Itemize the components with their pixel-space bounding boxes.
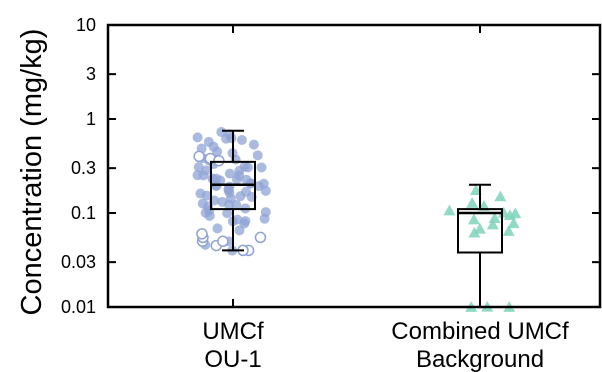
data-point-detected	[212, 223, 223, 234]
x-category-label: Combined UMCf	[391, 318, 569, 345]
data-point-triangle	[488, 212, 501, 223]
data-point-triangle	[473, 222, 486, 234]
iqr-box	[457, 208, 503, 254]
data-point-detected	[232, 214, 243, 225]
data-point-nondetect	[213, 154, 225, 167]
data-point-triangle	[443, 204, 456, 216]
y-tick-label: 3	[86, 64, 96, 84]
y-axis-ticks: 0.01 0.03 0.1 0.3 1 3 10	[61, 15, 600, 317]
x-category-label: Background	[416, 346, 544, 372]
data-point-detected	[241, 186, 252, 197]
data-point-detected	[222, 208, 233, 219]
data-point-detected	[211, 173, 222, 184]
data-point-detected	[195, 188, 206, 199]
data-point-nondetect	[217, 235, 229, 248]
data-point-detected	[239, 161, 250, 172]
data-point-detected	[192, 132, 203, 143]
data-point-triangle	[502, 225, 515, 236]
y-axis-title: Concentration (mg/kg)	[16, 29, 48, 316]
data-point-triangle	[507, 217, 520, 229]
x-category-label: OU-1	[204, 346, 261, 372]
data-point-triangle	[468, 226, 481, 238]
data-point-detected	[248, 139, 259, 150]
data-point-detected	[193, 162, 204, 173]
data-point-triangle	[497, 206, 510, 218]
data-point-detected	[197, 198, 208, 209]
data-point-nondetect	[193, 150, 205, 163]
x-category-label: UMCf	[202, 318, 264, 345]
data-point-detected	[231, 200, 242, 211]
y-tick-label: 0.03	[61, 252, 96, 272]
data-point-detected	[216, 127, 227, 138]
data-point-detected	[203, 136, 214, 147]
data-point-triangle	[466, 197, 479, 208]
data-point-detected	[260, 207, 271, 218]
data-point-detected	[240, 216, 251, 227]
box-plot-groups	[192, 127, 522, 312]
data-point-detected	[241, 174, 252, 185]
group-1	[192, 127, 271, 257]
data-point-triangle	[494, 190, 507, 202]
data-point-triangle	[469, 184, 482, 195]
y-tick-label: 10	[76, 15, 96, 35]
y-tick-label: 0.1	[71, 203, 96, 223]
y-tick-label: 0.3	[71, 158, 96, 178]
data-point-triangle	[467, 213, 480, 225]
data-point-detected	[224, 181, 235, 192]
data-point-triangle	[509, 207, 522, 219]
data-point-detected	[256, 162, 267, 173]
y-tick-label: 1	[86, 109, 96, 129]
data-point-nondetect	[254, 231, 267, 244]
y-tick-label: 0.01	[61, 297, 96, 317]
group-2	[443, 183, 522, 312]
data-point-detected	[258, 178, 269, 189]
data-point-detected	[236, 134, 247, 145]
plot-frame	[106, 23, 602, 309]
data-point-detected	[224, 168, 235, 179]
data-point-nondetect	[196, 228, 208, 240]
data-point-triangle	[486, 218, 499, 230]
data-point-detected	[217, 196, 228, 207]
data-point-detected	[252, 150, 263, 161]
